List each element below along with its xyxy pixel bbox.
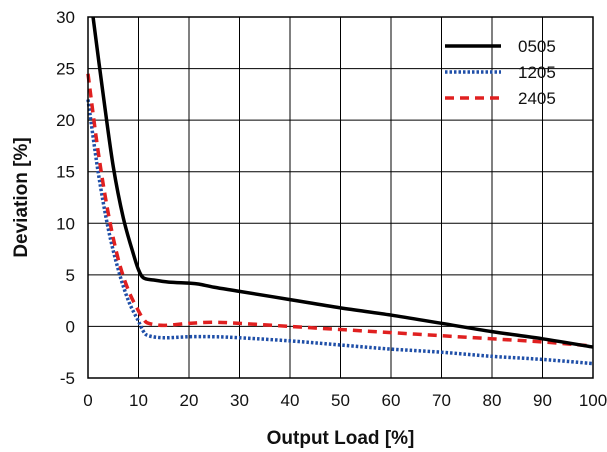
x-tick-label: 90: [533, 391, 552, 410]
y-tick-label: 30: [56, 8, 75, 27]
series-line-2405: [86, 73, 594, 348]
legend: 0505 1205 2405: [445, 37, 556, 108]
y-tick-labels: -5 0 5 10 15 20 25 30: [56, 8, 75, 388]
series-line-0505: [91, 16, 594, 349]
x-tick-label: 100: [579, 391, 607, 410]
x-tick-label: 50: [331, 391, 350, 410]
y-tick-label: 25: [56, 60, 75, 79]
y-tick-label: 20: [56, 111, 75, 130]
x-tick-label: 20: [180, 391, 199, 410]
y-axis-title: Deviation [%]: [11, 137, 32, 257]
series-line-1205: [86, 99, 594, 366]
series-layer: [86, 16, 594, 366]
y-tick-label: 15: [56, 163, 75, 182]
x-tick-label: 0: [83, 391, 92, 410]
y-tick-label: 5: [66, 266, 75, 285]
x-axis-title: Output Load [%]: [267, 428, 415, 449]
y-tick-label: -5: [60, 369, 75, 388]
y-tick-label: 0: [66, 317, 75, 336]
x-tick-label: 40: [281, 391, 300, 410]
legend-label-0505: 0505: [518, 37, 556, 56]
x-tick-label: 60: [382, 391, 401, 410]
y-tick-label: 10: [56, 214, 75, 233]
legend-label-2405: 2405: [518, 89, 556, 108]
x-tick-label: 80: [483, 391, 502, 410]
x-tick-label: 10: [129, 391, 148, 410]
x-tick-labels: 0 10 20 30 40 50 60 70 80 90 100: [83, 391, 607, 410]
x-tick-label: 70: [432, 391, 451, 410]
x-tick-label: 30: [230, 391, 249, 410]
plot-frame: [87, 16, 594, 379]
legend-label-1205: 1205: [518, 63, 556, 82]
